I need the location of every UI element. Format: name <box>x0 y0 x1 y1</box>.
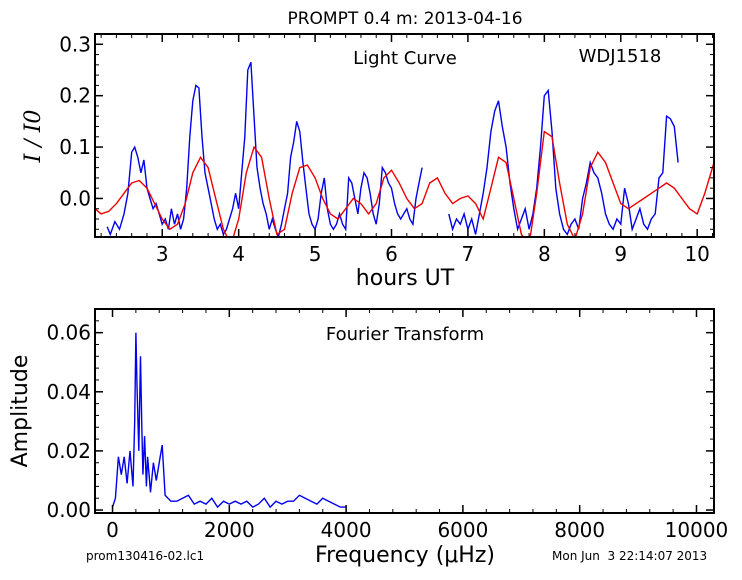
y-tick-label: 0.3 <box>59 32 91 56</box>
object-label: WDJ1518 <box>579 46 662 67</box>
timestamp-label: Mon Jun 3 22:14:07 2013 <box>552 549 708 563</box>
x-tick-label: 0 <box>106 518 119 542</box>
fourier-panel: 0 2000 4000 6000 8000 10000 0.00 0.02 0.04 0.06 F… <box>8 308 728 568</box>
x-tick-label: 9 <box>614 242 627 266</box>
y-tick-label: 0.04 <box>46 380 91 404</box>
x-tick-label: 5 <box>309 242 322 266</box>
y-tick-label: 0.1 <box>59 135 91 159</box>
series-line-2 <box>95 130 714 237</box>
fourier-xlabel: Frequency (μHz) <box>315 543 495 568</box>
fourier-annotation: Fourier Transform <box>326 324 484 345</box>
y-tick-label: 0.0 <box>59 186 91 210</box>
series-line-0 <box>106 62 423 237</box>
light-curve-ylabel: I / I0 <box>21 110 46 164</box>
y-tick-label: 0.00 <box>46 498 91 522</box>
light-curve-annotation: Light Curve <box>353 48 457 69</box>
x-tick-label: 10 <box>684 242 709 266</box>
light-curve-ticks: 3 4 5 6 7 8 9 10 0.0 0.1 0.2 0.3 <box>59 32 714 266</box>
y-tick-label: 0.02 <box>46 439 91 463</box>
x-tick-label: 6000 <box>437 518 488 542</box>
fourier-axes-frame <box>94 308 715 514</box>
fourier-series-group <box>111 332 347 509</box>
x-tick-label: 4 <box>232 242 245 266</box>
x-tick-label: 8000 <box>554 518 605 542</box>
y-tick-label: 0.06 <box>46 321 91 345</box>
figure-title: PROMPT 0.4 m: 2013-04-16 <box>287 9 522 29</box>
light-curve-xlabel: hours UT <box>356 266 455 291</box>
x-tick-label: 8 <box>538 242 551 266</box>
fourier-ticks: 0 2000 4000 6000 8000 10000 0.00 0.02 0.04 0.06 <box>46 309 728 542</box>
x-tick-label: 7 <box>462 242 475 266</box>
source-file-label: prom130416-02.lc1 <box>86 549 205 563</box>
fourier-ylabel: Amplitude <box>8 355 33 468</box>
series-line-0 <box>111 332 347 509</box>
x-tick-label: 6 <box>385 242 398 266</box>
series-line-1 <box>448 88 679 236</box>
x-tick-label: 10000 <box>665 518 729 542</box>
y-tick-label: 0.2 <box>59 84 91 108</box>
light-curve-axes-frame <box>94 33 715 238</box>
x-tick-label: 2000 <box>204 518 255 542</box>
x-tick-label: 4000 <box>321 518 372 542</box>
x-tick-label: 3 <box>156 242 169 266</box>
light-curve-panel: 3 4 5 6 7 8 9 10 0.0 0.1 0.2 0.3 Light Curve WDJ151… <box>21 32 715 291</box>
light-curve-series-group <box>95 62 714 237</box>
